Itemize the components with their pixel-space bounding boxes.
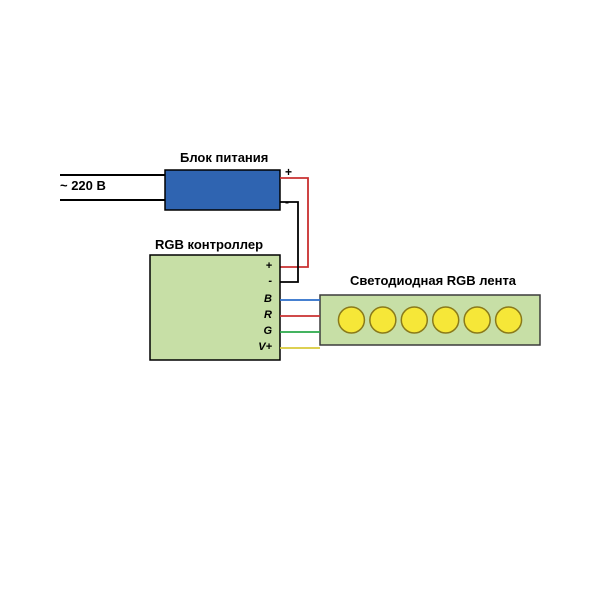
pin-g: G: [260, 325, 272, 337]
led-icon: [370, 307, 396, 333]
psu-block: [165, 170, 280, 210]
led-icon: [401, 307, 427, 333]
strip-label: Светодиодная RGB лента: [350, 273, 516, 288]
psu-minus-sign: -: [285, 195, 289, 209]
pin-minus: -: [260, 275, 272, 287]
mains-label: ~ 220 В: [60, 178, 106, 193]
led-icon: [433, 307, 459, 333]
led-icon: [464, 307, 490, 333]
controller-label: RGB контроллер: [155, 237, 263, 252]
led-icon: [338, 307, 364, 333]
pin-r: R: [260, 309, 272, 321]
psu-plus-sign: +: [285, 165, 292, 179]
psu-minus-wire: [280, 202, 298, 282]
psu-label: Блок питания: [180, 150, 268, 165]
psu-plus-wire: [280, 178, 308, 267]
pin-plus: +: [260, 260, 272, 272]
pin-vplus: V+: [254, 341, 272, 353]
led-icon: [496, 307, 522, 333]
pin-b: B: [260, 293, 272, 305]
